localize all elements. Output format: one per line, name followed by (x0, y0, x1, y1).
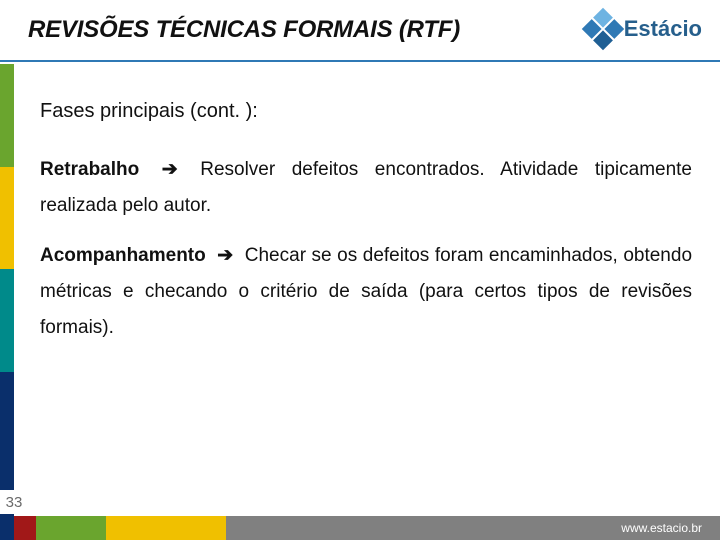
footer-seg-blue (0, 516, 14, 540)
phase-item-1: Retrabalho ➔ Resolver defeitos encontrad… (40, 152, 692, 224)
phase-item-2: Acompanhamento ➔ Checar se os defeitos f… (40, 238, 692, 346)
footer-seg-green (36, 516, 106, 540)
stripe-teal (0, 269, 14, 372)
content-body: Fases principais (cont. ): Retrabalho ➔ … (40, 92, 692, 484)
footer-seg-red (14, 516, 36, 540)
sidebar-stripes (0, 64, 14, 516)
footer-seg-yellow (106, 516, 226, 540)
arrow-icon: ➔ (162, 152, 178, 188)
brand-name: Estácio (624, 16, 702, 42)
arrow-icon: ➔ (217, 238, 233, 274)
slide: REVISÕES TÉCNICAS FORMAIS (RTF) Estácio … (0, 0, 720, 540)
footer-bar: www.estacio.br (0, 516, 720, 540)
phase-label-2: Acompanhamento (40, 245, 206, 266)
phase-label-1: Retrabalho (40, 159, 139, 180)
brand-logo: Estácio (588, 14, 702, 44)
stripe-green (0, 64, 14, 167)
stripe-yellow (0, 167, 14, 270)
page-number: 33 (0, 490, 28, 514)
lead-text: Fases principais (cont. ): (40, 92, 692, 130)
header: REVISÕES TÉCNICAS FORMAIS (RTF) Estácio (0, 0, 720, 60)
footer-seg-gray: www.estacio.br (226, 516, 720, 540)
slide-title: REVISÕES TÉCNICAS FORMAIS (RTF) (28, 16, 460, 44)
header-rule (0, 60, 720, 62)
brand-diamond-icon (582, 8, 624, 50)
footer-url: www.estacio.br (621, 521, 702, 535)
